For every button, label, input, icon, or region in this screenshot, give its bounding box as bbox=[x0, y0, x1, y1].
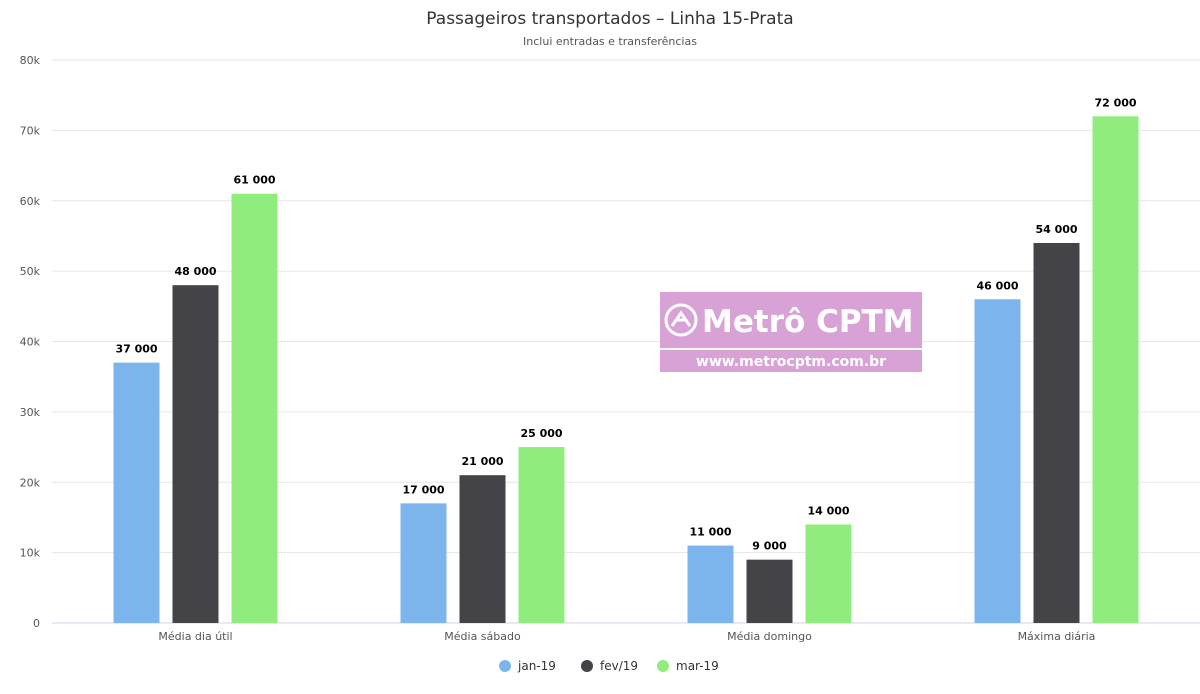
y-tick-label: 70k bbox=[20, 124, 41, 137]
data-label: 9 000 bbox=[752, 540, 787, 553]
data-label: 48 000 bbox=[174, 265, 216, 278]
watermark: Metrô CPTM www.metrocptm.com.br bbox=[660, 292, 922, 372]
watermark-background bbox=[660, 292, 922, 348]
y-tick-label: 50k bbox=[20, 265, 41, 278]
data-label: 61 000 bbox=[233, 174, 275, 187]
legend-item-mar-19[interactable]: mar-19 bbox=[657, 659, 719, 673]
bar-mar-19-0 bbox=[231, 193, 278, 623]
data-label: 46 000 bbox=[976, 279, 1018, 292]
legend-label: fev/19 bbox=[600, 659, 638, 673]
y-tick-label: 20k bbox=[20, 476, 41, 489]
watermark-title: Metrô CPTM bbox=[702, 304, 914, 340]
legend-label: mar-19 bbox=[676, 659, 719, 673]
bar-jan-19-1 bbox=[400, 503, 447, 623]
legend: jan-19 fev/19 mar-19 bbox=[499, 659, 719, 673]
bar-jan-19-2 bbox=[687, 545, 734, 623]
data-label: 14 000 bbox=[807, 504, 849, 517]
chart-subtitle: Inclui entradas e transferências bbox=[523, 35, 697, 48]
bar-fev/19-1 bbox=[459, 475, 506, 623]
y-tick-label: 40k bbox=[20, 336, 41, 349]
legend-item-jan-19[interactable]: jan-19 bbox=[499, 659, 556, 673]
x-category-label: Média sábado bbox=[444, 630, 521, 643]
data-label: 72 000 bbox=[1094, 96, 1136, 109]
gridlines bbox=[52, 59, 1200, 624]
y-tick-label: 10k bbox=[20, 547, 41, 560]
x-axis-categories: Média dia útil Média sábado Média domingo M… bbox=[158, 630, 1095, 643]
bar-mar-19-2 bbox=[805, 524, 852, 623]
metro-cptm-logo-icon bbox=[664, 303, 698, 337]
data-label: 11 000 bbox=[689, 526, 731, 539]
data-label: 17 000 bbox=[402, 483, 444, 496]
y-tick-label: 30k bbox=[20, 406, 41, 419]
x-category-label: Média dia útil bbox=[158, 630, 232, 643]
legend-marker bbox=[581, 660, 593, 672]
chart-title: Passageiros transportados – Linha 15-Pra… bbox=[426, 9, 793, 29]
watermark-background-url bbox=[660, 350, 922, 372]
bar-fev/19-2 bbox=[746, 559, 793, 623]
legend-label: jan-19 bbox=[517, 659, 556, 673]
legend-marker bbox=[499, 660, 511, 672]
bar-fev/19-3 bbox=[1033, 242, 1080, 623]
bar-mar-19-1 bbox=[518, 447, 565, 623]
data-label: 54 000 bbox=[1035, 223, 1077, 236]
y-tick-label: 80k bbox=[20, 54, 41, 67]
data-label: 21 000 bbox=[461, 455, 503, 468]
bar-fev/19-0 bbox=[172, 285, 219, 623]
bar-jan-19-3 bbox=[974, 299, 1021, 623]
bars bbox=[113, 116, 1139, 624]
bar-jan-19-0 bbox=[113, 362, 160, 623]
watermark-url: www.metrocptm.com.br bbox=[696, 354, 886, 370]
y-tick-label: 60k bbox=[20, 195, 41, 208]
y-axis-ticks: 0 10k 20k 30k 40k 50k 60k 70k 80k bbox=[20, 54, 41, 630]
bar-mar-19-3 bbox=[1092, 116, 1139, 624]
x-category-label: Média domingo bbox=[727, 630, 812, 643]
data-label: 25 000 bbox=[520, 427, 562, 440]
x-category-label: Máxima diária bbox=[1018, 630, 1096, 643]
data-label: 37 000 bbox=[115, 343, 157, 356]
data-labels: 37 000 48 000 61 000 17 000 21 000 25 000 11 0… bbox=[115, 96, 1136, 552]
legend-marker bbox=[657, 660, 669, 672]
y-tick-label: 0 bbox=[33, 617, 40, 630]
legend-item-fev/19[interactable]: fev/19 bbox=[581, 659, 638, 673]
